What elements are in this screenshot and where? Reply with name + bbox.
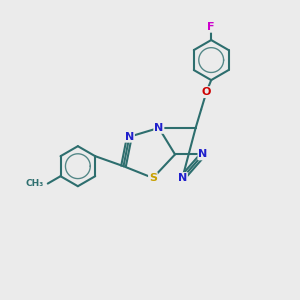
Text: CH₃: CH₃ — [25, 179, 44, 188]
Text: N: N — [178, 173, 187, 183]
Text: N: N — [125, 132, 134, 142]
Text: F: F — [207, 22, 215, 32]
Text: N: N — [154, 123, 164, 133]
Text: S: S — [149, 173, 157, 183]
Text: N: N — [198, 149, 208, 159]
Text: O: O — [202, 87, 211, 97]
